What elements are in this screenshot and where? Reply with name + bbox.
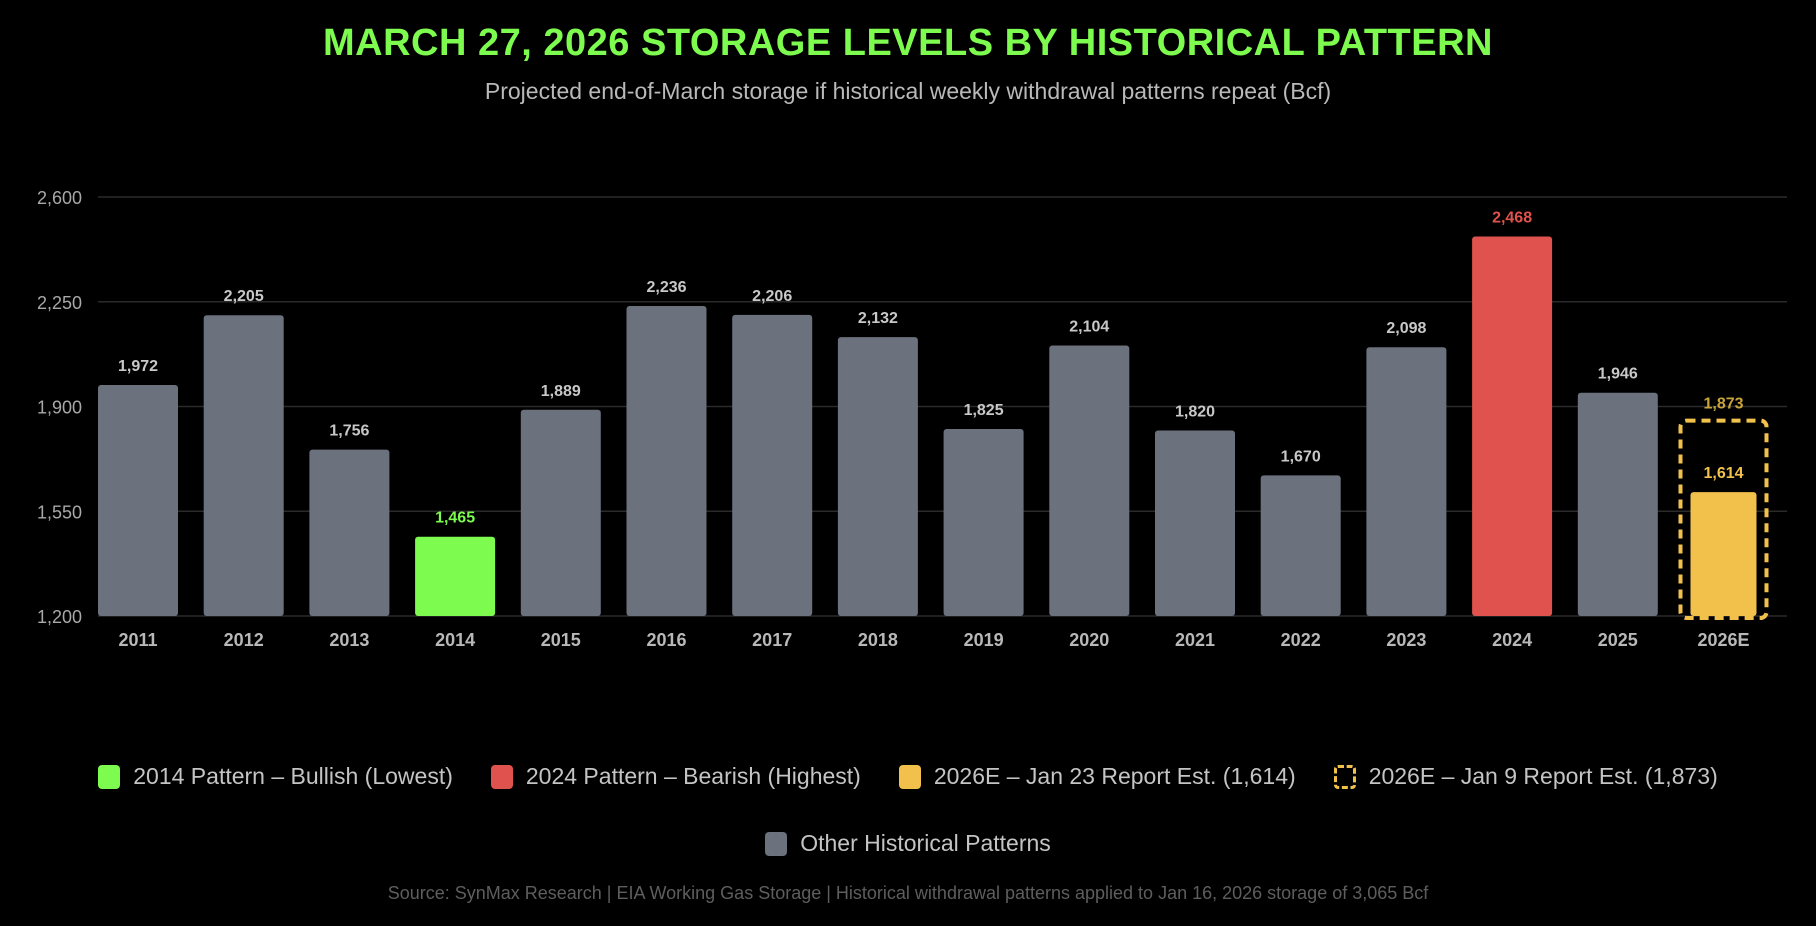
value-label: 2,205 xyxy=(224,288,264,305)
legend-item-bullish: 2014 Pattern – Bullish (Lowest) xyxy=(98,763,453,790)
x-tick-label: 2014 xyxy=(435,630,475,650)
bar-2022 xyxy=(1260,475,1341,616)
legend-item-prior-estimate: 2026E – Jan 9 Report Est. (1,873) xyxy=(1333,763,1718,790)
chart-title: MARCH 27, 2026 STORAGE LEVELS BY HISTORI… xyxy=(323,22,1493,64)
bar-2012 xyxy=(203,315,284,616)
legend-label: 2026E – Jan 23 Report Est. (1,614) xyxy=(933,763,1296,789)
y-tick-label: 1,200 xyxy=(37,607,82,627)
bar-2020 xyxy=(1049,345,1130,616)
bar-2013 xyxy=(309,449,390,616)
x-tick-label: 2024 xyxy=(1492,630,1532,650)
value-label: 2,468 xyxy=(1492,210,1532,227)
y-tick-label: 1,900 xyxy=(37,398,82,418)
x-tick-label: 2026E xyxy=(1697,630,1749,650)
bar-2014 xyxy=(415,536,496,616)
legend-row-1: 2014 Pattern – Bullish (Lowest) 2024 Pat… xyxy=(0,763,1816,790)
y-tick-label: 1,550 xyxy=(37,502,82,522)
legend-label: 2024 Pattern – Bearish (Highest) xyxy=(525,763,861,789)
x-tick-label: 2015 xyxy=(541,630,581,650)
x-tick-label: 2013 xyxy=(329,630,369,650)
legend-label: Other Historical Patterns xyxy=(800,830,1051,856)
x-tick-label: 2012 xyxy=(224,630,264,650)
x-tick-label: 2019 xyxy=(964,630,1004,650)
legend-swatch-dashed xyxy=(1333,764,1356,789)
value-label: 2,236 xyxy=(646,279,686,296)
value-label: 1,825 xyxy=(964,402,1004,419)
bar-2018 xyxy=(837,337,918,616)
prior-estimate-outline xyxy=(1678,418,1769,620)
bar-chart: 1,200 1,550 1,900 2,250 2,600 1,972 2011 2,205 2… xyxy=(37,188,1787,650)
value-label: 1,972 xyxy=(118,358,158,375)
legend-row-2: Other Historical Patterns xyxy=(0,830,1816,857)
value-label: 1,889 xyxy=(541,383,581,400)
x-tick-label: 2025 xyxy=(1598,630,1638,650)
bar-2021 xyxy=(1155,430,1235,616)
bar-2011 xyxy=(98,384,178,616)
value-label: 1,614 xyxy=(1703,465,1743,482)
value-label: 2,098 xyxy=(1386,320,1426,337)
source-note: Source: SynMax Research | EIA Working Ga… xyxy=(387,883,1429,903)
x-tick-label: 2022 xyxy=(1281,630,1321,650)
legend-item-other: Other Historical Patterns xyxy=(765,830,1051,857)
x-tick-label: 2016 xyxy=(646,630,686,650)
x-tick-label: 2020 xyxy=(1069,630,1109,650)
legend-swatch-estimate xyxy=(898,764,921,789)
legend-swatch-other xyxy=(765,831,788,856)
y-tick-label: 2,600 xyxy=(37,188,82,208)
bar-2024 xyxy=(1472,236,1553,616)
x-tick-label: 2017 xyxy=(752,630,792,650)
bar-2016 xyxy=(626,305,707,616)
chart-subtitle: Projected end-of-March storage if histor… xyxy=(484,78,1332,104)
value-label: 2,104 xyxy=(1069,318,1109,335)
x-tick-label: 2011 xyxy=(118,630,157,650)
bar-2025 xyxy=(1577,392,1658,616)
bar-2026E xyxy=(1690,492,1757,616)
legend-swatch-bearish xyxy=(490,764,513,789)
value-label: 1,465 xyxy=(435,510,475,527)
legend-item-estimate: 2026E – Jan 23 Report Est. (1,614) xyxy=(898,763,1296,790)
x-tick-label: 2018 xyxy=(858,630,898,650)
value-label: 1,756 xyxy=(329,423,369,440)
value-label: 2,206 xyxy=(752,288,792,305)
bar-2023 xyxy=(1366,347,1447,616)
y-tick-label: 2,250 xyxy=(37,293,82,313)
legend-label: 2026E – Jan 9 Report Est. (1,873) xyxy=(1368,763,1718,789)
prior-estimate-label: 1,873 xyxy=(1703,396,1743,413)
value-label: 2,132 xyxy=(858,310,898,327)
legend-item-bearish: 2024 Pattern – Bearish (Highest) xyxy=(490,763,861,790)
bar-2015 xyxy=(520,409,601,616)
x-tick-label: 2023 xyxy=(1386,630,1426,650)
bar-2019 xyxy=(943,428,1024,616)
legend-label: 2014 Pattern – Bullish (Lowest) xyxy=(133,763,453,789)
value-label: 1,946 xyxy=(1598,366,1638,383)
value-label: 1,670 xyxy=(1281,448,1321,465)
legend-swatch-bullish xyxy=(98,764,121,789)
x-tick-label: 2021 xyxy=(1175,630,1215,650)
bar-2017 xyxy=(732,314,813,616)
value-label: 1,820 xyxy=(1175,403,1215,420)
